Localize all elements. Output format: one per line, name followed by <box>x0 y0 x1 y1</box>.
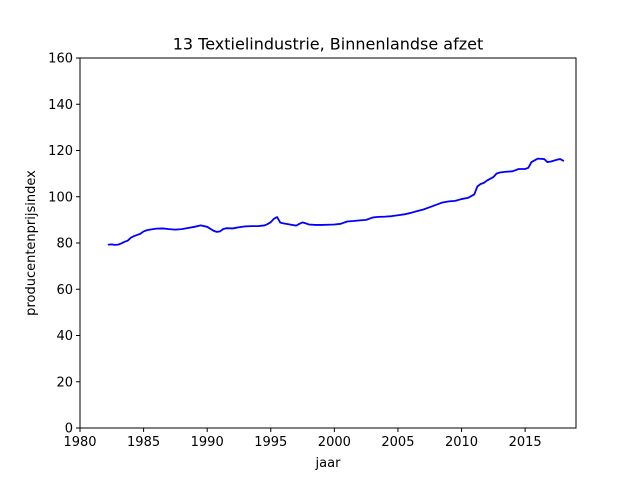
x-tick-label: 2015 <box>509 435 542 450</box>
x-tick-label: 1985 <box>127 435 160 450</box>
y-tick-label: 0 <box>65 422 73 437</box>
y-tick-label: 20 <box>56 375 73 390</box>
y-tick-label: 100 <box>48 190 73 205</box>
y-tick-label: 40 <box>56 329 73 344</box>
y-axis: 0 20 40 60 80 100 120 140 160 <box>48 52 80 437</box>
x-axis: 1980 1985 1990 1995 2000 2005 2010 2015 <box>63 428 542 450</box>
x-tick-label: 1980 <box>63 435 96 450</box>
y-tick-label: 60 <box>56 283 73 298</box>
y-tick-label: 140 <box>48 98 73 113</box>
x-tick-label: 2005 <box>381 435 414 450</box>
x-axis-label: jaar <box>315 456 342 471</box>
x-tick-label: 1995 <box>254 435 287 450</box>
series-group <box>107 157 565 246</box>
y-tick-label: 160 <box>48 52 73 67</box>
x-tick-label: 2010 <box>445 435 478 450</box>
chart-title: 13 Textielindustrie, Binnenlandse afzet <box>173 35 484 54</box>
x-tick-label: 2000 <box>318 435 351 450</box>
series-line-0 <box>107 157 565 246</box>
x-tick-label: 1990 <box>191 435 224 450</box>
y-tick-label: 120 <box>48 144 73 159</box>
y-axis-label: producentenprijsindex <box>24 170 39 316</box>
y-tick-label: 80 <box>56 237 73 252</box>
